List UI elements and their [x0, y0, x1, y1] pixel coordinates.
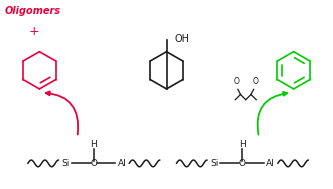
Text: Al: Al [266, 159, 275, 168]
FancyArrowPatch shape [258, 92, 287, 135]
Text: O: O [233, 77, 239, 86]
Text: O: O [239, 159, 246, 168]
Text: Si: Si [210, 159, 218, 168]
Text: +: + [29, 25, 40, 38]
Text: Al: Al [118, 159, 126, 168]
Text: O: O [90, 159, 97, 168]
Text: OH: OH [175, 34, 190, 44]
Text: H: H [239, 140, 246, 149]
Text: O: O [252, 77, 258, 86]
FancyArrowPatch shape [46, 91, 78, 135]
Text: H: H [91, 140, 97, 149]
Text: Oligomers: Oligomers [5, 6, 61, 16]
Text: Si: Si [62, 159, 70, 168]
